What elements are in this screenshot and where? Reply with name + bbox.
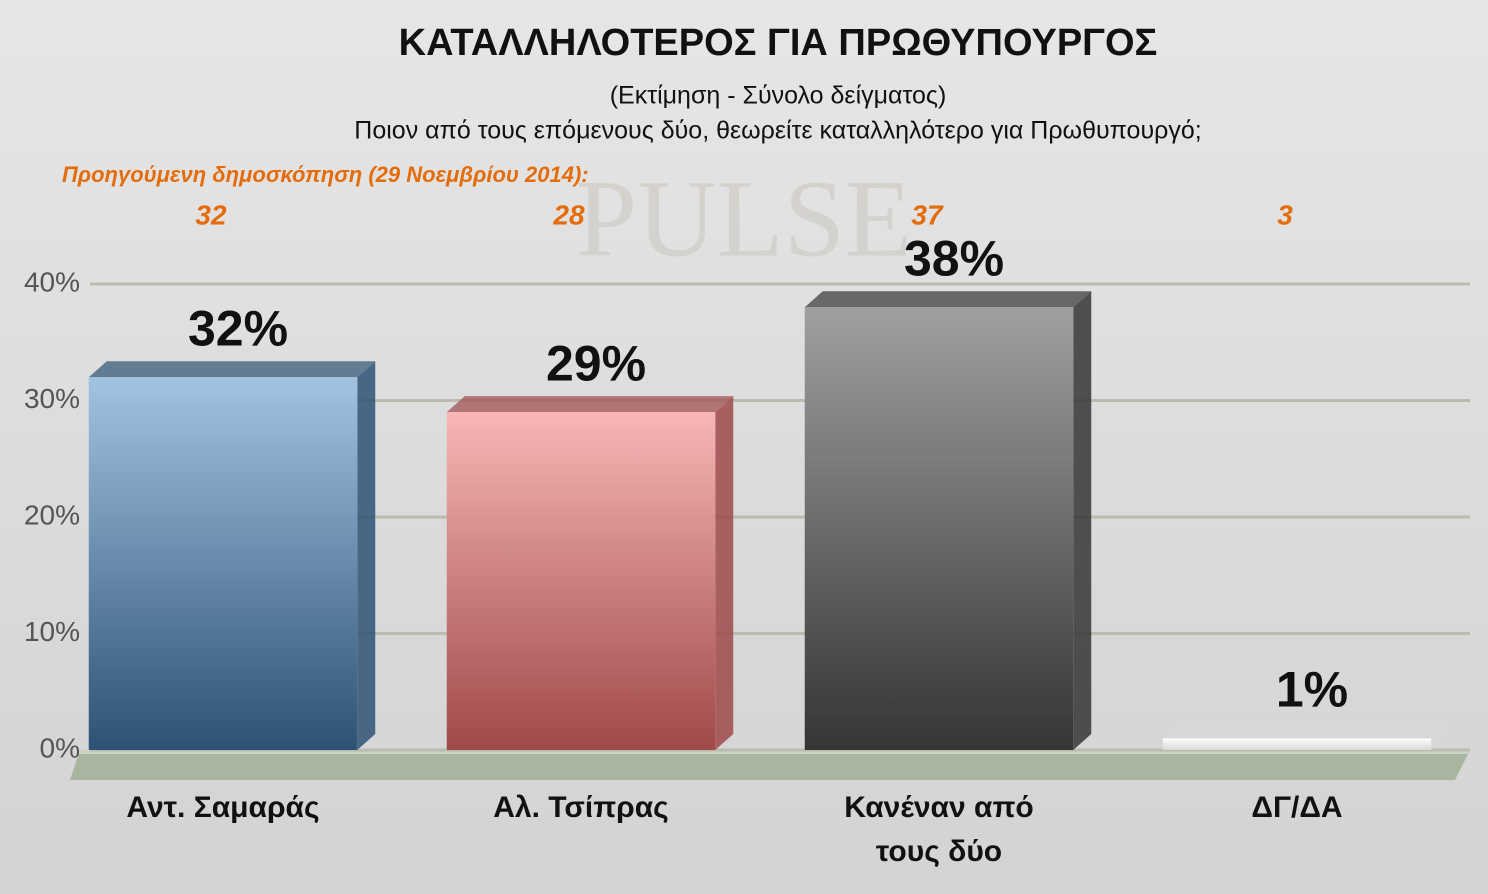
previous-value: 32 — [195, 199, 227, 230]
chart-title: ΚΑΤΑΛΛΗΛΟΤΕΡΟΣ ΓΙΑ ΠΡΩΘΥΠΟΥΡΓΟΣ — [399, 22, 1158, 64]
x-tick-label: Αντ. Σαμαράς — [126, 791, 320, 824]
y-tick-label: 0% — [40, 732, 80, 763]
value-label: 32% — [188, 300, 288, 356]
subtitle: (Εκτίμηση - Σύνολο δείγματος) — [610, 82, 947, 110]
bar-side — [357, 361, 376, 750]
bar — [804, 307, 1074, 750]
x-tick-label: Αλ. Τσίπρας — [493, 791, 669, 824]
value-label: 38% — [904, 231, 1004, 287]
y-tick-label: 20% — [24, 499, 80, 530]
y-tick-label: 40% — [24, 266, 80, 297]
bar — [1162, 738, 1432, 750]
watermark: PULSE — [576, 157, 912, 279]
bar — [446, 412, 716, 750]
x-tick-label: ΔΓ/ΔΑ — [1251, 791, 1343, 824]
question: Ποιον από τους επόμενους δύο, θεωρείτε κ… — [354, 117, 1201, 145]
bar-top — [88, 361, 376, 378]
bar-top — [804, 291, 1092, 308]
bar-side — [1073, 291, 1092, 750]
bar-top — [446, 396, 734, 413]
bar — [88, 377, 358, 750]
previous-value: 3 — [1277, 199, 1293, 230]
previous-value: 37 — [911, 199, 944, 230]
previous-value: 28 — [552, 199, 585, 230]
previous-label: Προηγούμενη δημοσκόπηση (29 Νοεμβρίου 20… — [62, 162, 589, 187]
bar-side — [1431, 722, 1450, 750]
value-label: 1% — [1276, 662, 1348, 718]
bar-top — [1162, 722, 1450, 739]
y-tick-label: 10% — [24, 616, 80, 647]
x-tick-label: Κανέναν από τους δύο — [844, 791, 1034, 868]
y-tick-label: 30% — [24, 383, 80, 414]
value-label: 29% — [546, 335, 646, 391]
bar-side — [715, 396, 734, 750]
floor — [70, 750, 1470, 780]
